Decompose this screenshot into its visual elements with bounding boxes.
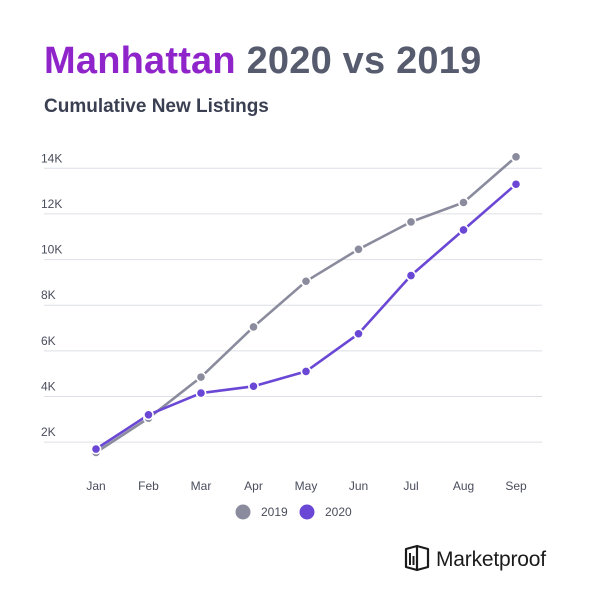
legend-marker-2019: [235, 504, 251, 520]
data-point-2019: [300, 275, 312, 287]
line-chart: 2K 4K 6K 8K 10K 12K 14K Jan Feb Mar Apr May Jun Jul A…: [41, 151, 542, 520]
x-tick-label: Jun: [349, 479, 368, 493]
data-point-2020: [510, 178, 522, 190]
y-tick-label: 8K: [41, 288, 56, 302]
x-tick-label: Mar: [191, 479, 212, 493]
y-tick-label: 6K: [41, 334, 56, 348]
x-tick-label: Jul: [403, 479, 418, 493]
legend-label: 2020: [325, 505, 352, 519]
title-rest: 2020 vs 2019: [246, 40, 482, 82]
data-point-2020: [458, 224, 469, 236]
legend-marker-2020: [299, 504, 315, 520]
title-highlight: Manhattan: [44, 40, 236, 82]
x-tick-label: Jan: [86, 479, 105, 493]
x-tick-label: May: [295, 479, 318, 493]
x-tick-label: Apr: [244, 479, 263, 493]
series-line-2019: [95, 155, 517, 454]
x-tick-label: Feb: [138, 479, 159, 493]
data-point-2020: [353, 328, 364, 340]
data-point-2020: [405, 270, 417, 281]
data-point-2020: [300, 366, 312, 377]
y-tick-label: 2K: [41, 425, 56, 439]
data-point-2019: [510, 151, 522, 163]
y-tick-label: 10K: [41, 243, 62, 257]
x-tick-label: Aug: [453, 479, 474, 493]
chart-title: Manhattan 2020 vs 2019: [44, 42, 481, 80]
data-point-2020: [248, 380, 259, 392]
data-point-2019: [458, 197, 469, 208]
chart-subtitle: Cumulative New Listings: [44, 96, 269, 117]
y-tick-label: 14K: [41, 151, 62, 165]
data-point-2019: [195, 371, 207, 383]
data-point-2019: [353, 243, 364, 255]
data-point-2020: [90, 443, 102, 455]
data-point-2019: [248, 321, 259, 333]
data-point-2020: [195, 387, 207, 399]
data-point-2020: [143, 409, 154, 421]
x-tick-label: Sep: [505, 479, 527, 493]
data-point-2019: [405, 216, 417, 228]
marketproof-logo-icon: [404, 544, 430, 577]
y-tick-label: 12K: [41, 197, 62, 211]
brand-name: Marketproof: [436, 548, 546, 571]
series-line-2020: [95, 183, 517, 451]
legend-label: 2019: [261, 505, 288, 519]
y-tick-label: 4K: [41, 380, 56, 394]
brand-logo: Marketproof: [404, 544, 546, 577]
